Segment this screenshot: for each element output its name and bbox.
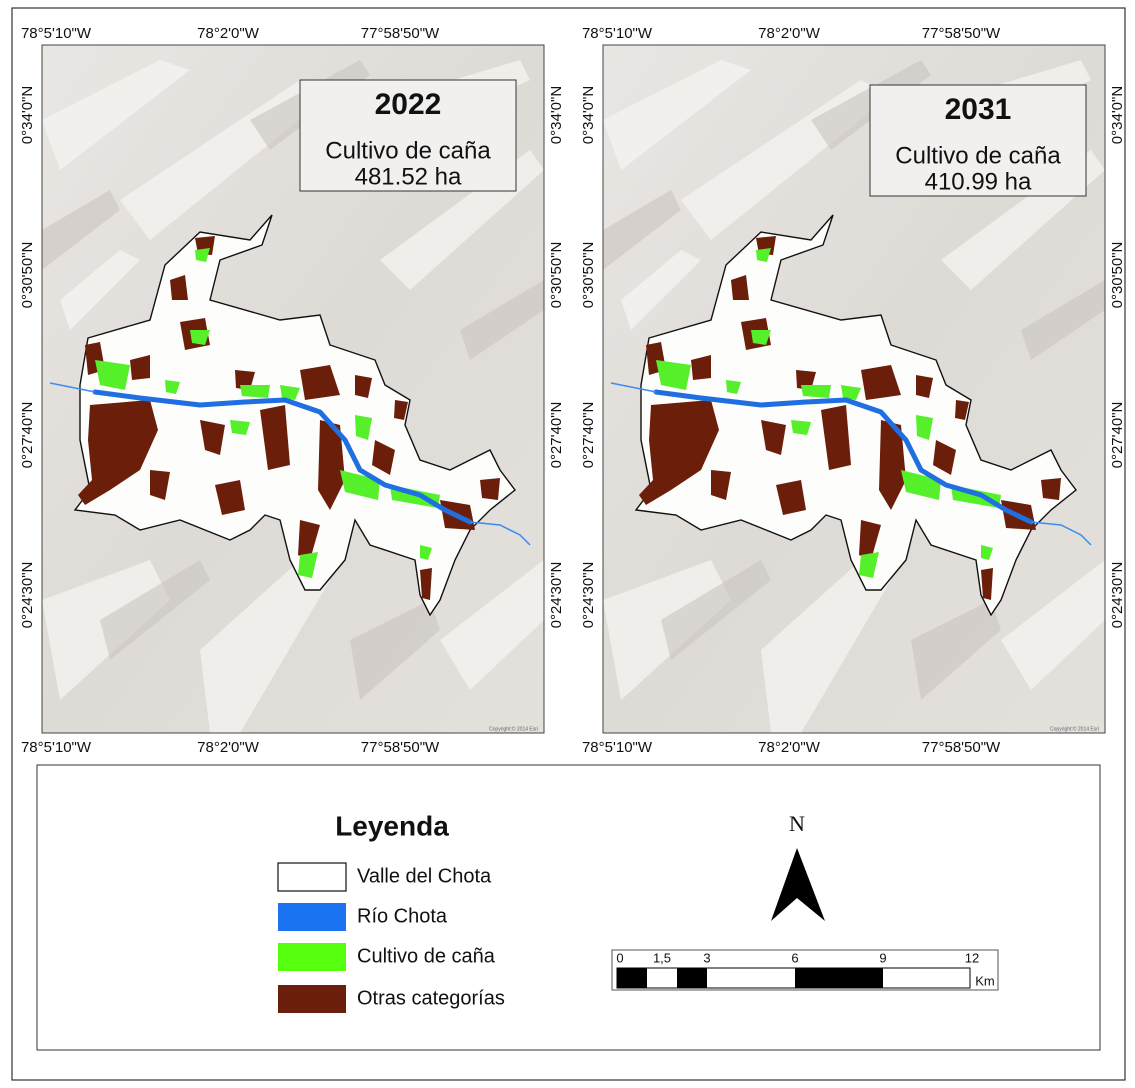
left-coord-label: 0°24'30"N bbox=[580, 562, 597, 629]
swatch-river bbox=[278, 903, 346, 931]
left-coord-label: 0°30'50"N bbox=[580, 242, 597, 309]
bottom-coord-label: 78°2'0"W bbox=[758, 739, 821, 756]
top-coord-label: 78°2'0"W bbox=[197, 25, 260, 42]
swatch-sugarcane bbox=[278, 943, 346, 971]
right-coord-label: 0°24'30"N bbox=[1109, 562, 1126, 629]
left-coord-label: 0°34'0"N bbox=[580, 86, 597, 144]
attribution: Copyright:© 2014 Esri bbox=[489, 725, 538, 732]
legend-label: Río Chota bbox=[357, 905, 448, 927]
north-arrow bbox=[771, 848, 825, 921]
river bbox=[653, 389, 1034, 525]
scale-label: 6 bbox=[791, 950, 798, 965]
scale-label: 3 bbox=[703, 950, 710, 965]
bottom-coord-label: 77°58'50"W bbox=[361, 739, 440, 756]
map-frame bbox=[41, 44, 545, 734]
scale-segment bbox=[795, 968, 883, 988]
scale-segment bbox=[677, 968, 707, 988]
other-categories bbox=[639, 236, 1061, 600]
right-coord-label: 0°30'50"N bbox=[1109, 242, 1126, 309]
bottom-coord-label: 78°5'10"W bbox=[21, 739, 92, 756]
scale-outline bbox=[616, 967, 971, 989]
map-panel: Copyright:© 2014 Esri bbox=[41, 44, 545, 734]
legend-label: Cultivo de caña bbox=[357, 945, 496, 967]
river-tributary bbox=[49, 382, 531, 546]
valley-outline bbox=[73, 214, 516, 617]
scale-label: 9 bbox=[879, 950, 886, 965]
top-coord-label: 78°5'10"W bbox=[582, 25, 653, 42]
bottom-coord-label: 78°5'10"W bbox=[582, 739, 653, 756]
top-coord-label: 77°58'50"W bbox=[922, 25, 1001, 42]
legend-label: Otras categorías bbox=[357, 987, 505, 1009]
left-coord-label: 0°34'0"N bbox=[19, 86, 36, 144]
right-coord-label: 0°27'40"N bbox=[548, 402, 565, 469]
legend-title: Leyenda bbox=[335, 810, 449, 841]
crop-area: 481.52 ha bbox=[355, 163, 462, 190]
map-frame bbox=[602, 44, 1106, 734]
top-coord-label: 78°5'10"W bbox=[21, 25, 92, 42]
scale-label: 0 bbox=[616, 950, 623, 965]
title-box bbox=[869, 84, 1087, 197]
left-coord-label: 0°30'50"N bbox=[19, 242, 36, 309]
legend-swatches bbox=[277, 862, 347, 1013]
top-coord-label: 78°2'0"W bbox=[758, 25, 821, 42]
swatch-valley bbox=[277, 862, 347, 892]
right-coord-label: 0°34'0"N bbox=[548, 86, 565, 144]
map-body: Copyright:© 2014 Esri bbox=[42, 45, 544, 733]
attribution: Copyright:© 2014 Esri bbox=[1050, 725, 1099, 732]
scale-unit: Km bbox=[975, 973, 995, 988]
crop-label: Cultivo de caña bbox=[895, 142, 1061, 169]
bottom-coord-label: 78°2'0"W bbox=[197, 739, 260, 756]
right-coord-label: 0°27'40"N bbox=[1109, 402, 1126, 469]
crop-label: Cultivo de caña bbox=[325, 137, 491, 164]
year: 2022 bbox=[375, 88, 442, 121]
top-coord-label: 77°58'50"W bbox=[361, 25, 440, 42]
river bbox=[92, 389, 473, 525]
valley-outline bbox=[634, 214, 1077, 617]
swatch-other bbox=[278, 985, 346, 1013]
scale-label: 12 bbox=[965, 950, 979, 965]
river-tributary bbox=[610, 382, 1092, 546]
left-coord-label: 0°24'30"N bbox=[19, 562, 36, 629]
right-coord-label: 0°30'50"N bbox=[548, 242, 565, 309]
right-coord-label: 0°34'0"N bbox=[1109, 86, 1126, 144]
legend-frame bbox=[36, 764, 1101, 1051]
left-coord-label: 0°27'40"N bbox=[580, 402, 597, 469]
bottom-coord-label: 77°58'50"W bbox=[922, 739, 1001, 756]
scale-bar bbox=[611, 949, 999, 991]
left-coord-label: 0°27'40"N bbox=[19, 402, 36, 469]
legend-label: Valle del Chota bbox=[357, 865, 492, 887]
title-box bbox=[299, 79, 517, 192]
scale-label: 1,5 bbox=[653, 950, 671, 965]
right-coord-label: 0°24'30"N bbox=[548, 562, 565, 629]
scale-segment bbox=[617, 968, 647, 988]
north-label: N bbox=[789, 811, 805, 836]
year: 2031 bbox=[945, 93, 1012, 126]
crop-area: 410.99 ha bbox=[925, 168, 1032, 195]
